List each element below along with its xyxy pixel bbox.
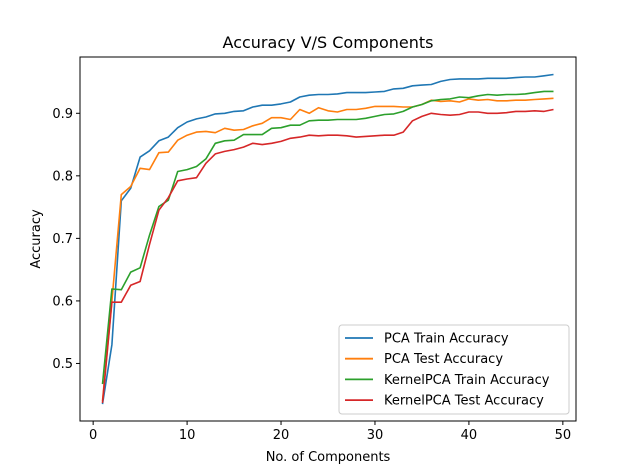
legend-label-1: PCA Train Accuracy — [384, 332, 509, 347]
legend-box — [338, 324, 570, 415]
x-tick-label: 10 — [179, 428, 196, 443]
legend: PCA Train Accuracy PCA Test Accuracy Kerne… — [338, 324, 570, 415]
series-line-4 — [101, 108, 554, 403]
legend-label-4: KernelPCA Test Accuracy — [384, 394, 544, 409]
legend-label-3: KernelPCA Train Accuracy — [384, 373, 550, 388]
x-tick-label: 30 — [367, 428, 384, 443]
x-axis-label: No. of Components — [266, 450, 391, 465]
y-axis-label: Accuracy — [29, 209, 44, 269]
x-tick-label: 50 — [555, 428, 572, 443]
series-line-1 — [101, 73, 554, 405]
y-tick-label: 0.7 — [52, 232, 73, 247]
y-tick-label: 0.8 — [52, 169, 73, 184]
legend-label-2: PCA Test Accuracy — [384, 352, 503, 367]
series-line-2 — [101, 97, 554, 402]
series-layer — [101, 73, 554, 405]
x-tick-label: 20 — [273, 428, 290, 443]
plot-frame — [79, 56, 577, 422]
x-tick-label: 40 — [461, 428, 478, 443]
y-tick-label: 0.5 — [52, 357, 73, 372]
x-tick-label: 0 — [89, 428, 97, 443]
series-line-3 — [101, 90, 554, 385]
ticks-layer: 0 10 20 30 40 50 0.5 0.6 0.7 0.8 0.9 — [52, 107, 571, 443]
chart-title: Accuracy V/S Components — [223, 33, 434, 52]
y-tick-label: 0.9 — [52, 107, 73, 122]
y-tick-label: 0.6 — [52, 294, 73, 309]
